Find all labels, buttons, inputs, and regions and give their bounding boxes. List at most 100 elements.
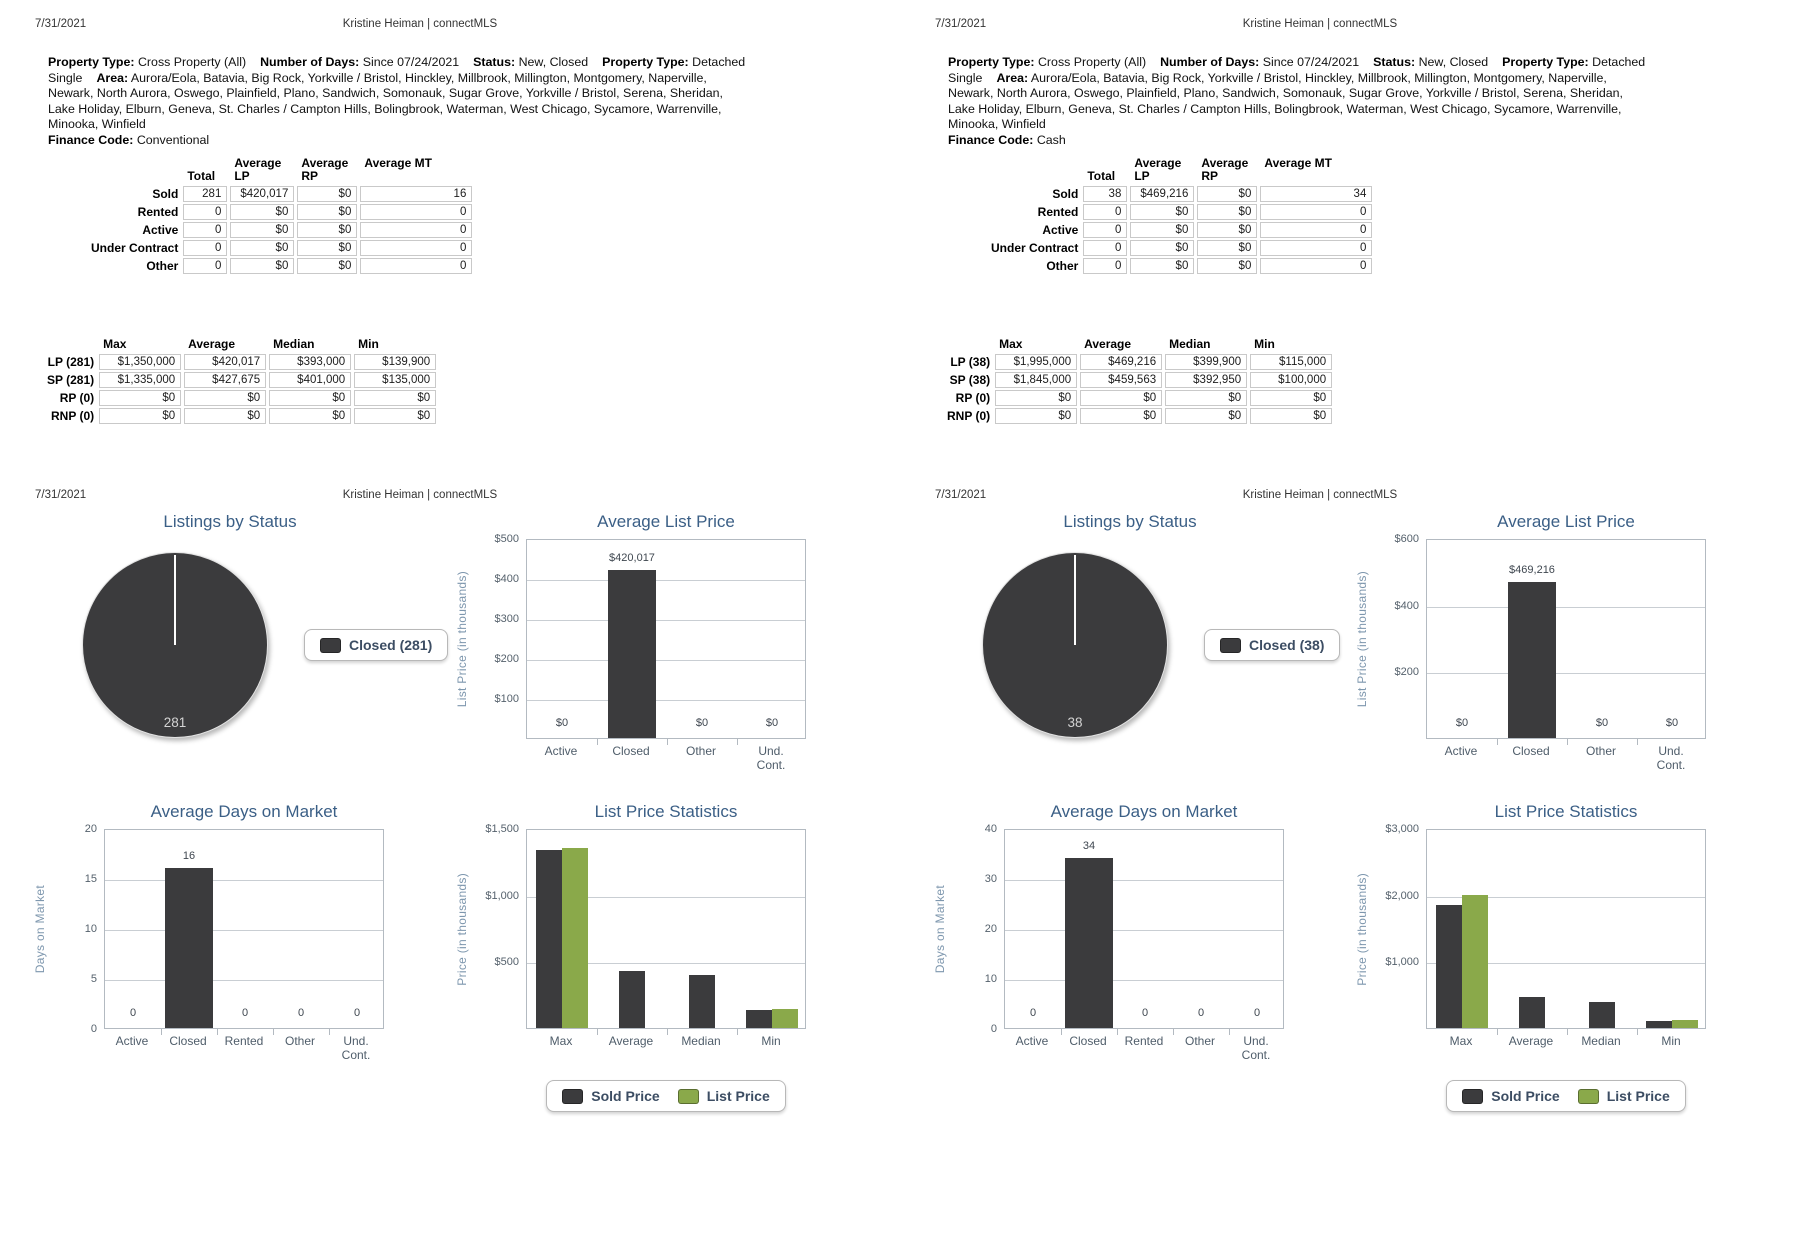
legend-item: List Price <box>677 1088 770 1104</box>
table-cell: $0 <box>99 390 182 406</box>
column-header: Average RP <box>1201 156 1249 183</box>
row-label: Under Contract <box>91 241 179 255</box>
row-label: SP (281) <box>47 373 95 387</box>
row-label: RP (0) <box>59 391 95 405</box>
y-tick-label: 10 <box>984 973 997 985</box>
table-row: SP (38) $1,845,000 $459,563 $392,950 $100,00… <box>947 372 1333 388</box>
value-label: 0 <box>129 1007 137 1019</box>
status-summary-table: Total Average LP Average RP Average MT Sold 2… <box>88 155 475 276</box>
plot-area: 0 16 0 0 0 <box>104 829 384 1035</box>
x-category-labels: Active Closed Rented Other Und. Cont. <box>1004 1034 1284 1068</box>
table-row: Sold 38 $469,216 $0 34 <box>991 186 1373 202</box>
criteria-item: Number of Days: Since 07/24/2021 <box>260 55 460 69</box>
corner-cell <box>47 338 96 352</box>
table-cell: 16 <box>360 186 473 202</box>
table-row: SP (281) $1,335,000 $427,675 $401,000 $135,0… <box>47 372 437 388</box>
legend: Sold Price List Price <box>546 1080 786 1112</box>
chart-title: Average Days on Market <box>150 802 338 821</box>
table-cell: $393,000 <box>269 354 352 370</box>
table-cell: $0 <box>995 390 1078 406</box>
value-label: 0 <box>241 1007 249 1019</box>
column-header: Max <box>103 337 127 351</box>
x-category-labels: Max Average Median Min <box>526 1034 806 1068</box>
gridline <box>527 700 805 701</box>
plot-area: $0 $420,017 $0 $0 <box>526 539 806 745</box>
y-tick-label: $1,000 <box>485 889 519 902</box>
table-cell: $0 <box>354 408 437 424</box>
value-label: $469,216 <box>1509 563 1555 576</box>
chart-title: Average List Price <box>597 512 735 531</box>
chart-body: List Price (in thousands) $200 $400 $600 $0 $… <box>1352 533 1787 745</box>
value-label: $0 <box>555 717 569 729</box>
pie-count-label: 38 <box>1067 715 1083 730</box>
x-category-label: Min <box>761 1034 781 1048</box>
legend-row: Sold Price List Price <box>1426 1080 1706 1112</box>
column-header: Average <box>1084 337 1132 351</box>
y-axis-title: Days on Market <box>933 884 947 974</box>
pie-slice-divider <box>174 555 176 645</box>
table-cell: $0 <box>995 408 1078 424</box>
table-cell: $0 <box>1165 408 1248 424</box>
x-category-label: Closed <box>612 744 650 758</box>
y-axis-title: List Price (in thousands) <box>1355 570 1369 708</box>
chart-body: Price (in thousands) $1,000 $2,000 $3,000 <box>1352 823 1787 1035</box>
table-row: Other 0 $0 $0 0 <box>91 258 473 274</box>
x-category-labels: Max Average Median Min <box>1426 1034 1706 1068</box>
legend-item: Sold Price <box>562 1088 660 1104</box>
bar <box>1646 1021 1672 1028</box>
y-tick-label: $3,000 <box>1385 823 1419 835</box>
corner-cell <box>991 157 1080 184</box>
legend-swatch <box>1462 1088 1484 1104</box>
y-tick-label: 15 <box>84 873 97 885</box>
y-axis-title: Price (in thousands) <box>455 872 469 986</box>
report-page-conventional: Kristine Heiman | connectMLS 7/31/2021 P… <box>33 18 887 1112</box>
average-list-price-bar-chart: Average List Price List Price (in thousan… <box>452 512 887 778</box>
y-tick-label: $500 <box>494 533 519 545</box>
x-category-label: Und. Cont. <box>1656 744 1686 772</box>
x-category-labels: Active Closed Rented Other Und. Cont. <box>104 1034 384 1068</box>
table-row: RNP (0) $0 $0 $0 $0 <box>947 408 1333 424</box>
criteria-item: Status: New, Closed <box>1373 55 1489 69</box>
table-cell: $0 <box>354 390 437 406</box>
legend-swatch <box>1577 1088 1599 1104</box>
y-tick-label: $400 <box>494 573 519 585</box>
column-header: Average RP <box>301 156 349 183</box>
bar <box>772 1009 798 1028</box>
bar <box>1589 1001 1615 1028</box>
table-cell: $0 <box>1130 240 1195 256</box>
x-category-label: Max <box>549 1034 573 1048</box>
row-label: Active <box>1042 223 1079 237</box>
y-tick-label: 5 <box>90 973 97 985</box>
gridline <box>527 896 805 898</box>
legend-item: List Price <box>1577 1088 1670 1104</box>
gridline <box>1427 896 1705 898</box>
x-axis-tick <box>1637 738 1638 745</box>
chart-title: Average List Price <box>1497 512 1635 531</box>
x-axis-tick <box>1497 738 1498 745</box>
table-cell: $115,000 <box>1250 354 1333 370</box>
bar <box>619 970 645 1028</box>
legend-label: Closed (38) <box>1249 637 1325 653</box>
legend-item: Closed (38) <box>1220 637 1324 653</box>
legend-swatch <box>677 1088 699 1104</box>
table-cell: 0 <box>1083 258 1128 274</box>
row-label: LP (38) <box>950 355 991 369</box>
finance-code: Finance Code: Cash <box>948 132 1066 147</box>
gridline <box>105 880 383 881</box>
plot-area: $0 $469,216 $0 $0 <box>1426 539 1706 745</box>
x-category-label: Median <box>681 1034 721 1048</box>
table-cell: $469,216 <box>1130 186 1195 202</box>
table-cell: $0 <box>297 258 358 274</box>
x-category-label: Und. Cont. <box>1241 1034 1271 1062</box>
bar <box>1065 858 1113 1028</box>
row-label: Other <box>1046 259 1079 273</box>
table-cell: $420,017 <box>184 354 267 370</box>
x-axis-tick <box>597 1028 598 1035</box>
gridline <box>1427 673 1705 675</box>
finance-code: Finance Code: Conventional <box>48 132 210 147</box>
table-row: RP (0) $0 $0 $0 $0 <box>947 390 1333 406</box>
x-category-label: Rented <box>1124 1034 1164 1048</box>
row-label: RP (0) <box>955 391 991 405</box>
report-date: 7/31/2021 <box>935 18 987 30</box>
bar <box>165 868 213 1028</box>
